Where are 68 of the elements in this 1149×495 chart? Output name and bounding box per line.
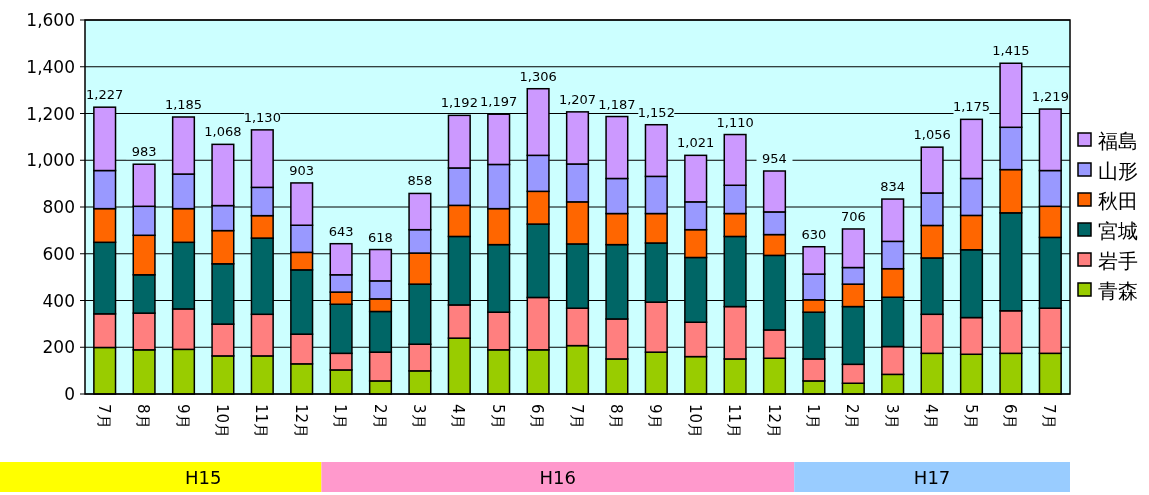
total-label: 954 (762, 151, 787, 166)
total-label: 630 (801, 226, 827, 242)
x-tick-label: 4月 (449, 404, 468, 429)
total-label: 1,056 (913, 127, 951, 143)
x-tick-label: 10月 (212, 404, 231, 439)
legend-label: 青森 (1098, 279, 1138, 303)
y-tick-label: 800 (42, 197, 75, 217)
x-tick-label: 2月 (843, 404, 862, 429)
y-tick-label: 1,600 (26, 10, 75, 30)
x-tick-label: 5月 (961, 404, 980, 429)
y-tick-label: 200 (42, 337, 75, 358)
total-label: 1,110 (716, 114, 754, 130)
x-tick-label: 1月 (331, 404, 350, 429)
x-tick-label: 12月 (291, 404, 310, 439)
legend-label: 福島 (1098, 129, 1138, 153)
y-tick-label: 1,400 (26, 56, 75, 77)
legend-label: 宮城 (1098, 219, 1138, 243)
x-tick-label: 9月 (646, 404, 665, 429)
legend-label: 秋田 (1098, 189, 1138, 213)
total-label: 706 (840, 208, 866, 224)
total-label: 1,227 (86, 87, 124, 103)
total-label: 858 (407, 173, 433, 189)
total-label: 1,021 (677, 135, 715, 151)
y-tick-label: 0 (64, 384, 75, 404)
total-label: 1,197 (480, 94, 518, 110)
x-tick-label: 7月 (94, 404, 113, 429)
x-tick-label: 7月 (1040, 404, 1059, 429)
x-tick-label: 3月 (882, 404, 901, 429)
total-label: 983 (131, 144, 157, 160)
x-tick-label: 4月 (922, 404, 941, 429)
x-tick-label: 10月 (685, 404, 704, 439)
total-label: 1,175 (952, 99, 991, 115)
x-tick-label: 12月 (764, 404, 783, 439)
total-label: 1,219 (1031, 89, 1069, 105)
x-tick-label: 6月 (528, 404, 547, 429)
x-tick-label: 7月 (567, 404, 586, 429)
legend-label: 岩手 (1098, 249, 1138, 273)
total-label: 1,185 (164, 97, 203, 113)
y-tick-label: 1,200 (26, 103, 75, 124)
text: H16 (539, 467, 577, 488)
x-tick-label: 6月 (1000, 404, 1019, 429)
x-tick-label: 1月 (803, 404, 822, 429)
total-label: 1,192 (440, 95, 478, 111)
text: H15 (184, 467, 222, 488)
total-label: 1,187 (598, 96, 636, 112)
x-tick-label: 2月 (370, 404, 389, 429)
x-tick-label: 3月 (409, 404, 428, 429)
total-label: 903 (289, 162, 315, 178)
legend-label: 山形 (1098, 159, 1138, 183)
x-tick-label: 11月 (252, 404, 271, 439)
y-tick-label: 600 (42, 243, 75, 264)
x-tick-label: 5月 (488, 404, 507, 429)
total-label: 1,130 (243, 109, 281, 125)
y-tick-label: 400 (42, 290, 75, 311)
y-tick-label: 1,000 (26, 150, 75, 171)
total-label: 643 (328, 223, 354, 239)
total-label: 1,306 (519, 68, 557, 84)
x-tick-label: 9月 (173, 404, 192, 429)
text: H17 (913, 467, 951, 488)
x-tick-label: 11月 (725, 404, 744, 439)
x-tick-label: 8月 (134, 404, 153, 429)
total-label: 1,068 (204, 124, 242, 140)
total-label: 1,415 (992, 43, 1030, 59)
total-label: 834 (880, 179, 906, 195)
x-tick-label: 8月 (606, 404, 625, 429)
total-label: 1,152 (637, 104, 675, 120)
total-label: 1,207 (558, 91, 597, 107)
total-label: 618 (368, 229, 393, 245)
